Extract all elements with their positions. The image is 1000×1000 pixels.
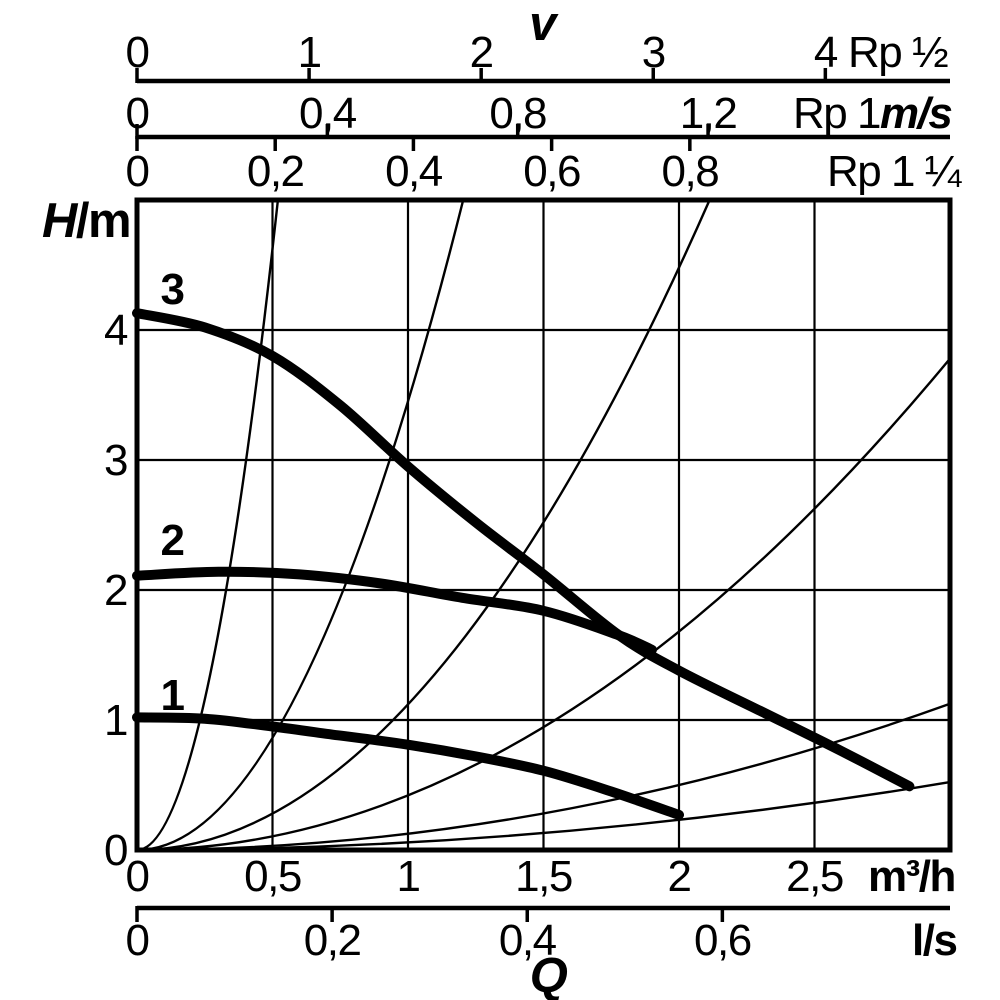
- pipe-label-rp-half: Rp ½: [848, 28, 948, 77]
- velocity-tick-label: 0: [126, 147, 149, 196]
- velocity-tick-label: 0,8: [489, 89, 546, 138]
- gridlines: [137, 200, 950, 850]
- flow-tick-label-ls: 0,4: [499, 916, 557, 965]
- flow-tick-label-m3h: 1,5: [515, 852, 572, 901]
- velocity-tick-label: 0,6: [523, 147, 580, 196]
- velocity-axis-row-2: 0 0,4 0,8 1,2: [126, 89, 950, 140]
- pipe-label-rp-1-quarter: Rp 1 ¼: [827, 147, 963, 196]
- unit-label-ms: m/s: [880, 89, 951, 138]
- pump-curves: [132, 308, 915, 820]
- head-tick-label: 2: [104, 566, 127, 615]
- velocity-tick-label: 1: [298, 28, 321, 77]
- velocity-tick-label: 0: [126, 28, 149, 77]
- pipe-friction-curve-2: [136, 199, 465, 852]
- head-axis-tick-labels: 0 1 2 3 4: [104, 306, 130, 875]
- flow-tick-label-m3h: 2: [668, 852, 691, 901]
- velocity-tick-label: 4: [814, 28, 838, 77]
- flow-tick-label-m3h: 0: [126, 852, 149, 901]
- flow-tick-label-ls: 0,2: [304, 916, 361, 965]
- pump-curve-label-1: 1: [161, 671, 185, 720]
- pump-curve-1: [132, 712, 684, 820]
- velocity-axes: 0 1 2 3 4 0 0,4 0,8 1,2 0 0,2 0,4 0,6 0,8: [126, 28, 950, 196]
- head-axis-title: H/m: [42, 194, 130, 248]
- velocity-axis-title: v: [529, 0, 559, 51]
- flow-tick-label-m3h: 0,5: [244, 852, 301, 901]
- velocity-tick-label: 3: [642, 28, 665, 77]
- velocity-tick-label: 1,2: [680, 89, 737, 138]
- pipe-friction-curve-1: [136, 199, 280, 852]
- head-unit: /m: [76, 194, 130, 248]
- head-tick-label: 3: [104, 436, 127, 485]
- pipe-friction-curve-4: [136, 357, 951, 852]
- velocity-tick-label: 2: [470, 28, 493, 77]
- flow-tick-label-ls: 0,6: [694, 916, 751, 965]
- flow-tick-label-m3h: 2,5: [786, 852, 843, 901]
- head-tick-label: 0: [104, 826, 127, 875]
- pump-curve-label-2: 2: [161, 516, 184, 565]
- head-symbol: H: [42, 194, 79, 248]
- pipe-label-rp-1: Rp 1: [793, 89, 880, 138]
- unit-label-ls: l/s: [912, 916, 956, 965]
- velocity-tick-label: 0,4: [385, 147, 443, 196]
- flow-tick-label-m3h: 1: [397, 852, 420, 901]
- head-tick-label: 1: [104, 696, 127, 745]
- velocity-axis-row-1: 0 1 2 3 4: [126, 28, 950, 84]
- flow-tick-label-ls: 0: [126, 916, 149, 965]
- pipe-friction-curve-3: [136, 199, 711, 852]
- unit-label-m3h: m³/h: [868, 852, 955, 901]
- pump-curve-2: [132, 566, 657, 655]
- plot-border: [134, 197, 953, 853]
- pump-curve-label-3: 3: [161, 265, 184, 314]
- velocity-tick-label: 0,8: [662, 147, 719, 196]
- pump-curve-3: [132, 308, 915, 792]
- velocity-tick-label: 0: [126, 89, 149, 138]
- velocity-tick-label: 0,2: [247, 147, 304, 196]
- head-tick-label: 4: [104, 306, 128, 355]
- flow-axes: 0 0,5 1 1,5 2 2,5 0 0,2 0,4 0,6: [126, 852, 950, 965]
- velocity-tick-label: 0,4: [299, 89, 357, 138]
- flow-axis-title: Q: [530, 949, 568, 1000]
- velocity-axis-row-3: 0 0,2 0,4 0,6 0,8: [126, 136, 720, 196]
